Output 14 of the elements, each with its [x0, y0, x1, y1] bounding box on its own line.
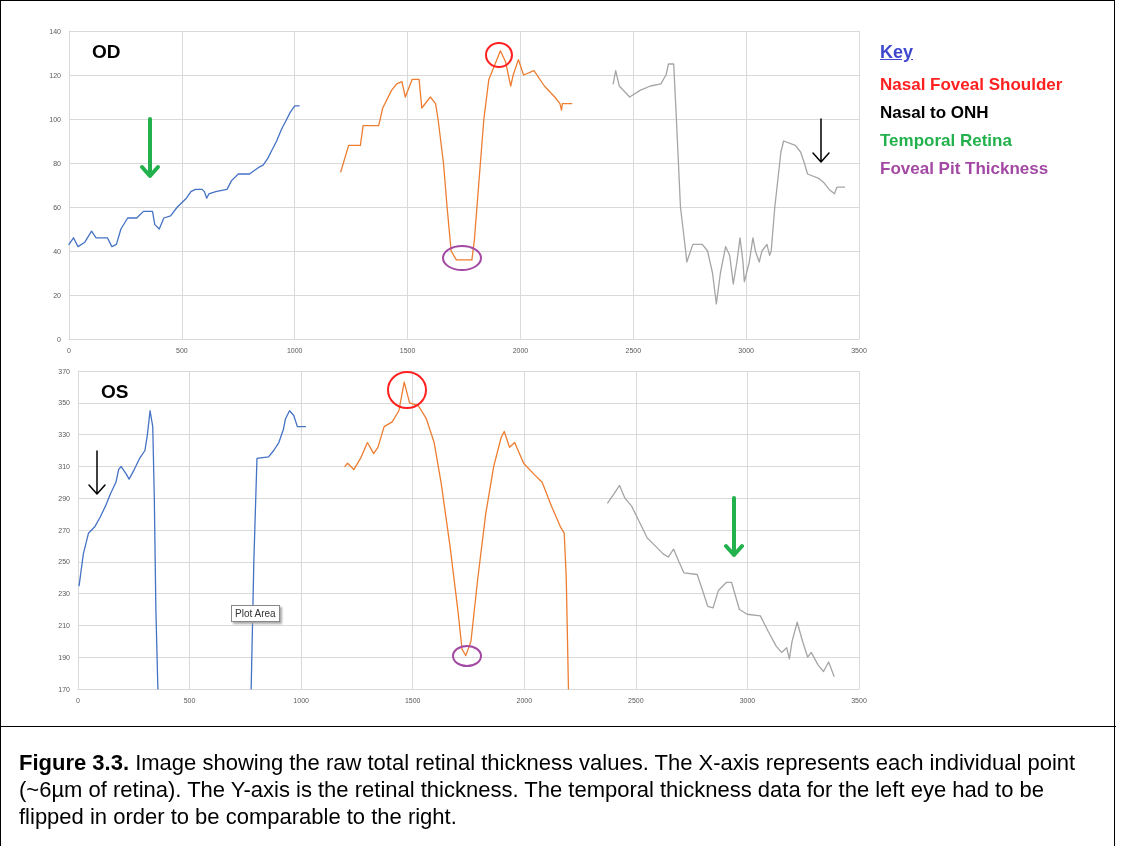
text: OS [101, 381, 129, 402]
text: Nasal Foveal Shoulder [880, 75, 1064, 95]
line-series [607, 484, 835, 677]
text: Nasal to ONH [880, 103, 990, 123]
caption: Figure 3.3. Image showing the raw total retinal thickness values. The X-axis represents each individual point (~6µm of retina). The Y-axis is the retinal thickness. The temporal thickness data for the left eye had to be flipped in order to be comparable to the right. [1, 726, 1116, 846]
line-series [340, 50, 573, 261]
annotation: Plot Area [231, 605, 280, 622]
text: Key [880, 42, 915, 63]
line-series [344, 381, 570, 690]
line-series [612, 63, 846, 305]
line-series [68, 105, 300, 248]
text: Temporal Retina [880, 131, 1013, 151]
text: OD [92, 41, 121, 62]
text: Foveal Pit Thickness [880, 159, 1050, 179]
